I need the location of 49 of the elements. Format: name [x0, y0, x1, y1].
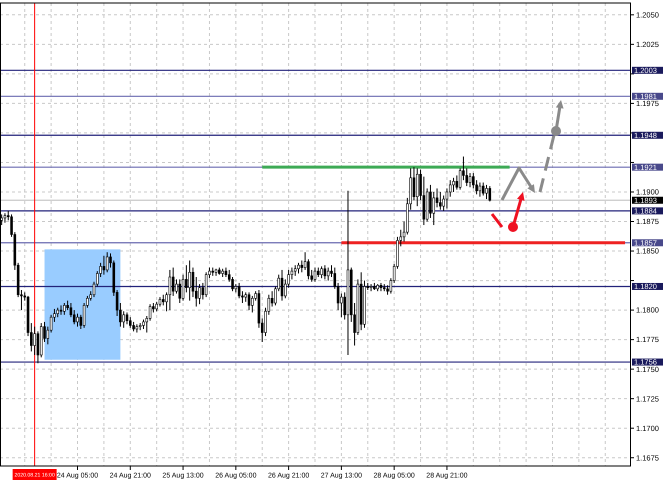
candlestick — [482, 182, 485, 196]
candlestick — [478, 182, 482, 198]
candlestick — [452, 177, 455, 192]
candlestick — [412, 166, 416, 201]
candlestick — [251, 295, 254, 313]
candlestick — [168, 269, 172, 311]
candlestick — [297, 262, 300, 274]
candlestick — [36, 330, 40, 364]
candlestick — [60, 304, 62, 316]
candlestick — [317, 267, 320, 278]
candlestick — [155, 301, 158, 312]
candlestick — [106, 252, 108, 273]
candlestick — [320, 266, 323, 279]
candlestick — [126, 312, 128, 325]
candlestick — [416, 168, 419, 207]
candlestick — [4, 212, 6, 224]
candlestick — [324, 264, 326, 280]
candlestick — [300, 260, 304, 273]
candlestick — [432, 191, 436, 226]
candlestick — [439, 191, 442, 210]
candlestick — [238, 282, 240, 299]
candlestick — [158, 296, 162, 308]
candlestick — [76, 313, 79, 328]
candlestick — [244, 292, 248, 302]
candlestick — [485, 184, 488, 200]
candlestick — [33, 326, 36, 356]
candlestick — [280, 269, 284, 302]
candlestick — [326, 267, 330, 282]
candlestick — [142, 319, 145, 330]
candlestick — [488, 186, 492, 202]
candlestick — [188, 260, 191, 302]
candlestick — [204, 272, 208, 298]
candlestick — [102, 255, 106, 276]
candlestick — [224, 267, 228, 278]
candlestick — [270, 290, 274, 308]
candlestick — [294, 264, 296, 276]
candlestick — [56, 307, 60, 318]
candlestick — [468, 172, 472, 188]
candlestick — [248, 292, 250, 311]
candlestick — [178, 278, 182, 304]
candlestick — [314, 267, 316, 282]
candlestick — [132, 321, 135, 332]
candlestick — [63, 302, 66, 316]
candlestick — [172, 267, 174, 296]
candlestick — [456, 174, 458, 190]
candlestick — [162, 294, 165, 306]
candlestick — [175, 278, 178, 294]
candlestick — [122, 310, 125, 328]
candlestick — [129, 316, 132, 328]
